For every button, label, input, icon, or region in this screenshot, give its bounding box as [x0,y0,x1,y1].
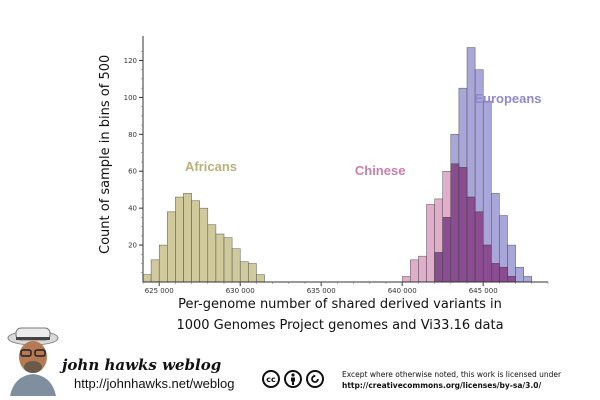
bar-africans [150,259,160,283]
series-label-africans: Africans [185,159,237,174]
attribution-icon [284,370,302,388]
y-tick-label: 100 [124,94,137,102]
histogram-chart: 625 000 630 000 635 000 640 000 645 000 20 40 6… [124,36,549,295]
bar-africans [183,193,192,283]
author-avatar [7,327,59,396]
cc-icon: cc [262,370,280,388]
bar-overlap [450,163,460,283]
bar-overlap [474,211,484,283]
bar-overlap [442,217,452,283]
bar-africans [158,244,168,283]
bar-africans [199,207,209,283]
bar-africans [167,211,176,283]
x-tick-label: 640 000 [388,287,417,295]
bar-africans [239,261,249,283]
bar-chinese [426,204,435,283]
x-tick-label: 630 000 [226,287,255,295]
series-label-chinese: Chinese [355,163,406,178]
bar-africans [142,274,152,283]
bar-africans [215,233,225,283]
bar-africans [191,200,200,283]
y-tick-label: 20 [128,242,137,250]
bar-overlap [482,244,492,283]
bar-chinese [418,255,427,283]
series-label-europeans: Europeans [474,91,541,106]
bar-chinese [410,259,419,283]
bar-africans [223,237,233,283]
x-axis-label-line1: Per-genome number of shared derived vari… [178,297,502,312]
license-url[interactable]: http://creativecommons.org/licenses/by-s… [342,381,542,390]
bar-overlap [466,196,476,283]
y-tick-label: 40 [128,205,137,213]
footer: john hawks weblog http://johnhawks.net/w… [0,324,600,400]
bar-overlap [434,252,443,283]
bar-overlap [507,276,516,283]
x-tick-label: 635 000 [307,287,336,295]
x-tick-label: 645 000 [469,287,498,295]
bar-chinese [401,276,411,283]
y-axis-label: Count of sample in bins of 500 [98,54,113,254]
bar-overlap [499,266,508,283]
bar-africans [231,248,241,283]
license-icons: cc [262,370,324,392]
blog-url[interactable]: http://johnhawks.net/weblog [74,376,235,391]
bar-africans [175,196,184,283]
bar-africans [248,263,257,283]
y-tick-label: 80 [128,131,137,139]
bar-overlap [491,263,500,283]
share-alike-icon [306,370,324,388]
bar-africans [207,224,217,283]
bar-europeans [523,276,533,283]
blog-title: john hawks weblog [62,356,222,374]
bar-europeans [515,266,524,283]
bar-overlap [458,167,468,283]
x-tick-label: 625 000 [145,287,174,295]
license-text: Except where otherwise noted, this work … [342,369,561,391]
bar-africans [256,274,265,283]
y-tick-label: 120 [124,57,137,65]
y-tick-label: 60 [128,168,137,176]
x-axis-label-line2: 1000 Genomes Project genomes and Vi33.16… [176,318,504,333]
license-line1: Except where otherwise noted, this work … [342,370,562,379]
